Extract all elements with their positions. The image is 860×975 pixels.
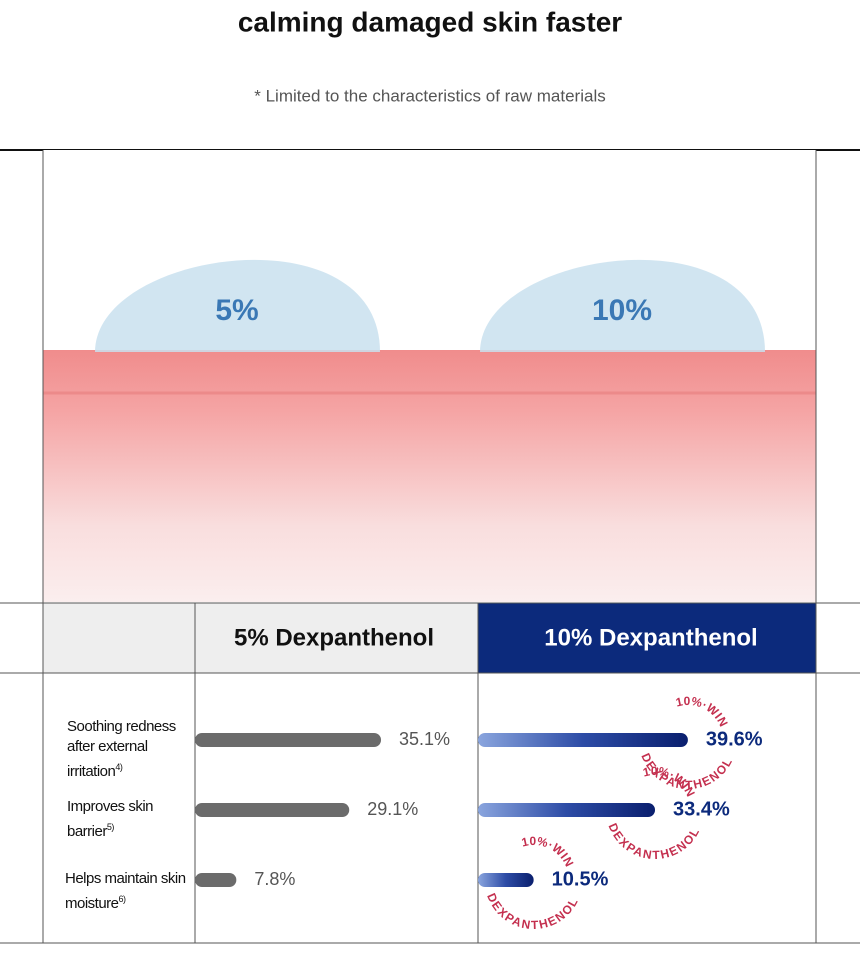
row-label-text: Helps maintain skin moisture bbox=[65, 870, 186, 912]
table-lines bbox=[0, 150, 860, 944]
title: calming damaged skin faster bbox=[238, 6, 622, 37]
badge-text: 10%·WIN bbox=[674, 694, 730, 730]
row-label-text: Soothing redness after external irritati… bbox=[67, 718, 176, 780]
bar bbox=[195, 873, 237, 887]
note: * Limited to the characteristics of raw … bbox=[254, 86, 605, 105]
bar bbox=[195, 803, 350, 817]
drop-label: 10% bbox=[592, 294, 652, 327]
badge-text: DEXPANTHENOL bbox=[605, 821, 702, 862]
badge-text-bottom: DEXPANTHENOL bbox=[484, 891, 580, 932]
bar bbox=[478, 803, 656, 817]
badge-text-bottom: DEXPANTHENOL bbox=[605, 821, 701, 862]
column-header: 10% Dexpanthenol bbox=[544, 624, 757, 651]
bar bbox=[195, 733, 382, 747]
drop-label: 5% bbox=[215, 294, 258, 327]
row-label-text: Improves skin barrier bbox=[67, 798, 154, 840]
footnote-ref: 4) bbox=[115, 762, 123, 772]
skin-layer bbox=[43, 350, 816, 602]
value-label: 35.1% bbox=[399, 729, 450, 749]
value-label: 29.1% bbox=[367, 799, 418, 819]
drop bbox=[480, 259, 765, 352]
value-label: 10.5% bbox=[552, 868, 609, 890]
value-label: 7.8% bbox=[254, 869, 295, 889]
badge-text-top: 10%·WIN bbox=[520, 834, 575, 870]
bar bbox=[478, 733, 688, 747]
badge-text: DEXPANTHENOL bbox=[484, 891, 581, 932]
row-label: Soothing redness after external irritati… bbox=[67, 717, 195, 782]
footnote-ref: 5) bbox=[106, 822, 115, 832]
value-label: 39.6% bbox=[706, 728, 763, 750]
badge-text: 10%·WIN bbox=[520, 834, 576, 870]
badge-text-top: 10%·WIN bbox=[674, 694, 729, 730]
footnote-ref: 6) bbox=[118, 894, 127, 904]
header-cell-highlight bbox=[478, 603, 816, 673]
header-cell bbox=[43, 603, 478, 673]
row-label: Improves skin barrier5) bbox=[67, 797, 195, 842]
column-header: 5% Dexpanthenol bbox=[234, 624, 434, 651]
value-label: 33.4% bbox=[673, 798, 730, 820]
row-label: Helps maintain skin moisture6) bbox=[65, 869, 193, 914]
bar bbox=[478, 873, 534, 887]
drop bbox=[95, 259, 380, 352]
